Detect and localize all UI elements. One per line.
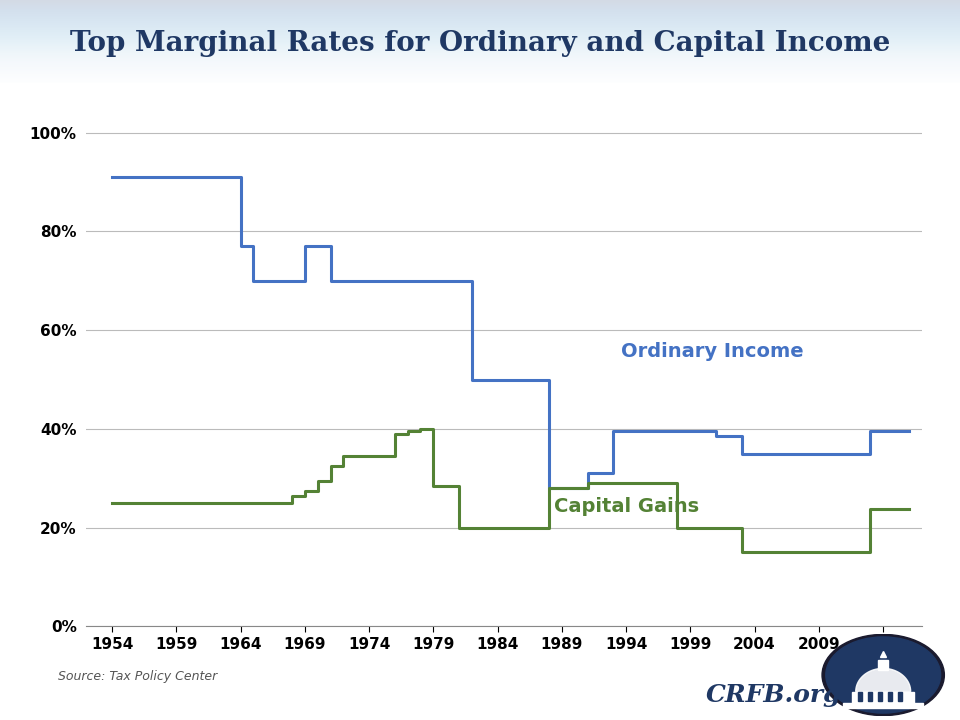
FancyBboxPatch shape [888, 691, 892, 701]
FancyBboxPatch shape [852, 691, 914, 706]
Text: Source: Tax Policy Center: Source: Tax Policy Center [58, 670, 217, 683]
FancyBboxPatch shape [868, 691, 872, 701]
Text: CRFB.org: CRFB.org [706, 683, 841, 707]
Text: Capital Gains: Capital Gains [554, 498, 699, 516]
Text: Ordinary Income: Ordinary Income [621, 342, 804, 361]
FancyBboxPatch shape [878, 660, 888, 670]
Text: Top Marginal Rates for Ordinary and Capital Income: Top Marginal Rates for Ordinary and Capi… [70, 30, 890, 57]
FancyBboxPatch shape [899, 691, 901, 701]
FancyBboxPatch shape [858, 691, 862, 701]
Circle shape [826, 637, 941, 713]
Circle shape [822, 634, 945, 716]
Polygon shape [855, 668, 911, 691]
FancyBboxPatch shape [878, 691, 882, 701]
FancyBboxPatch shape [843, 703, 924, 708]
